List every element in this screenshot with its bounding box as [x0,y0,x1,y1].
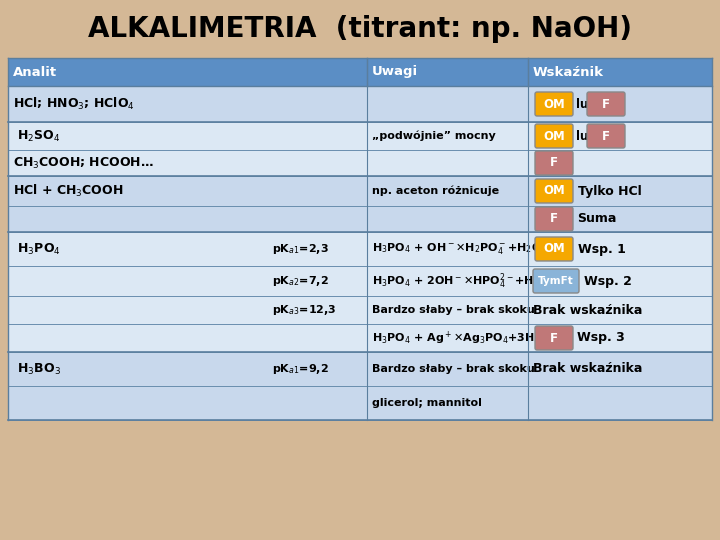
Text: Wsp. 2: Wsp. 2 [584,274,632,287]
Bar [8,296,712,324]
Text: Analit: Analit [13,65,57,78]
FancyBboxPatch shape [587,124,625,148]
Text: Brak wskaźnika: Brak wskaźnika [533,362,642,375]
Bar [8,206,712,232]
Text: CH$_3$COOH; HCOOH…: CH$_3$COOH; HCOOH… [13,156,154,171]
Text: Wskaźnik: Wskaźnik [533,65,604,78]
Text: F: F [602,98,610,111]
Text: H$_2$SO$_4$: H$_2$SO$_4$ [13,129,60,144]
Text: Suma: Suma [577,213,616,226]
Text: pK$_{a2}$=7,2: pK$_{a2}$=7,2 [272,274,329,288]
Bar [8,232,712,266]
Bar [0,0,720,58]
Bar [8,58,712,86]
Bar [8,176,712,206]
Text: HCl; HNO$_3$; HClO$_4$: HCl; HNO$_3$; HClO$_4$ [13,96,135,112]
Text: lub: lub [576,130,597,143]
FancyBboxPatch shape [535,151,573,175]
FancyBboxPatch shape [535,326,573,350]
Text: Wsp. 3: Wsp. 3 [577,332,625,345]
Text: Bardzo słaby – brak skoku: Bardzo słaby – brak skoku [372,305,535,315]
FancyBboxPatch shape [535,179,573,203]
FancyBboxPatch shape [535,237,573,261]
FancyBboxPatch shape [533,269,579,293]
Text: F: F [602,130,610,143]
FancyBboxPatch shape [535,92,573,116]
FancyBboxPatch shape [587,92,625,116]
Text: Brak wskaźnika: Brak wskaźnika [533,303,642,316]
Text: ALKALIMETRIA  (titrant: np. NaOH): ALKALIMETRIA (titrant: np. NaOH) [88,15,632,43]
Text: Tylko HCl: Tylko HCl [578,185,642,198]
Text: H$_3$PO$_4$ + Ag$^+$✕Ag$_3$PO$_4$+3H$^+$: H$_3$PO$_4$ + Ag$^+$✕Ag$_3$PO$_4$+3H$^+$ [372,329,543,347]
Text: pK$_{a1}$=2,3: pK$_{a1}$=2,3 [272,242,329,256]
Text: H$_3$PO$_4$: H$_3$PO$_4$ [13,241,60,256]
Text: TymFt: TymFt [538,276,574,286]
Text: OM: OM [543,185,565,198]
Text: np. aceton różnicuje: np. aceton różnicuje [372,186,499,196]
Text: glicerol; mannitol: glicerol; mannitol [372,398,482,408]
FancyBboxPatch shape [535,207,573,231]
Text: Wsp. 1: Wsp. 1 [578,242,626,255]
Bar [8,86,712,122]
Text: Bardzo słaby – brak skoku: Bardzo słaby – brak skoku [372,364,535,374]
Text: OM: OM [543,98,565,111]
Bar [8,324,712,352]
Bar [8,122,712,150]
Text: F: F [550,332,558,345]
Text: „podwójnie” mocny: „podwójnie” mocny [372,131,496,141]
Text: pK$_{a3}$=12,3: pK$_{a3}$=12,3 [272,303,336,317]
Bar [8,352,712,386]
Text: lub: lub [576,98,597,111]
Text: H$_3$PO$_4$ + 2OH$^-$✕HPO$_4^{2-}$+H$_2$O: H$_3$PO$_4$ + 2OH$^-$✕HPO$_4^{2-}$+H$_2$… [372,271,549,291]
Text: F: F [550,157,558,170]
Text: H$_3$PO$_4$ + OH$^-$✕H$_2$PO$_4^-$+H$_2$O: H$_3$PO$_4$ + OH$^-$✕H$_2$PO$_4^-$+H$_2$… [372,241,542,256]
Bar [8,386,712,420]
Bar [8,150,712,176]
Bar [8,266,712,296]
Text: HCl + CH$_3$COOH: HCl + CH$_3$COOH [13,183,123,199]
Text: OM: OM [543,130,565,143]
Text: F: F [550,213,558,226]
Text: OM: OM [543,242,565,255]
Text: H$_3$BO$_3$: H$_3$BO$_3$ [13,361,61,376]
Text: Uwagi: Uwagi [372,65,418,78]
Text: pK$_{a1}$=9,2: pK$_{a1}$=9,2 [272,362,329,376]
FancyBboxPatch shape [535,124,573,148]
